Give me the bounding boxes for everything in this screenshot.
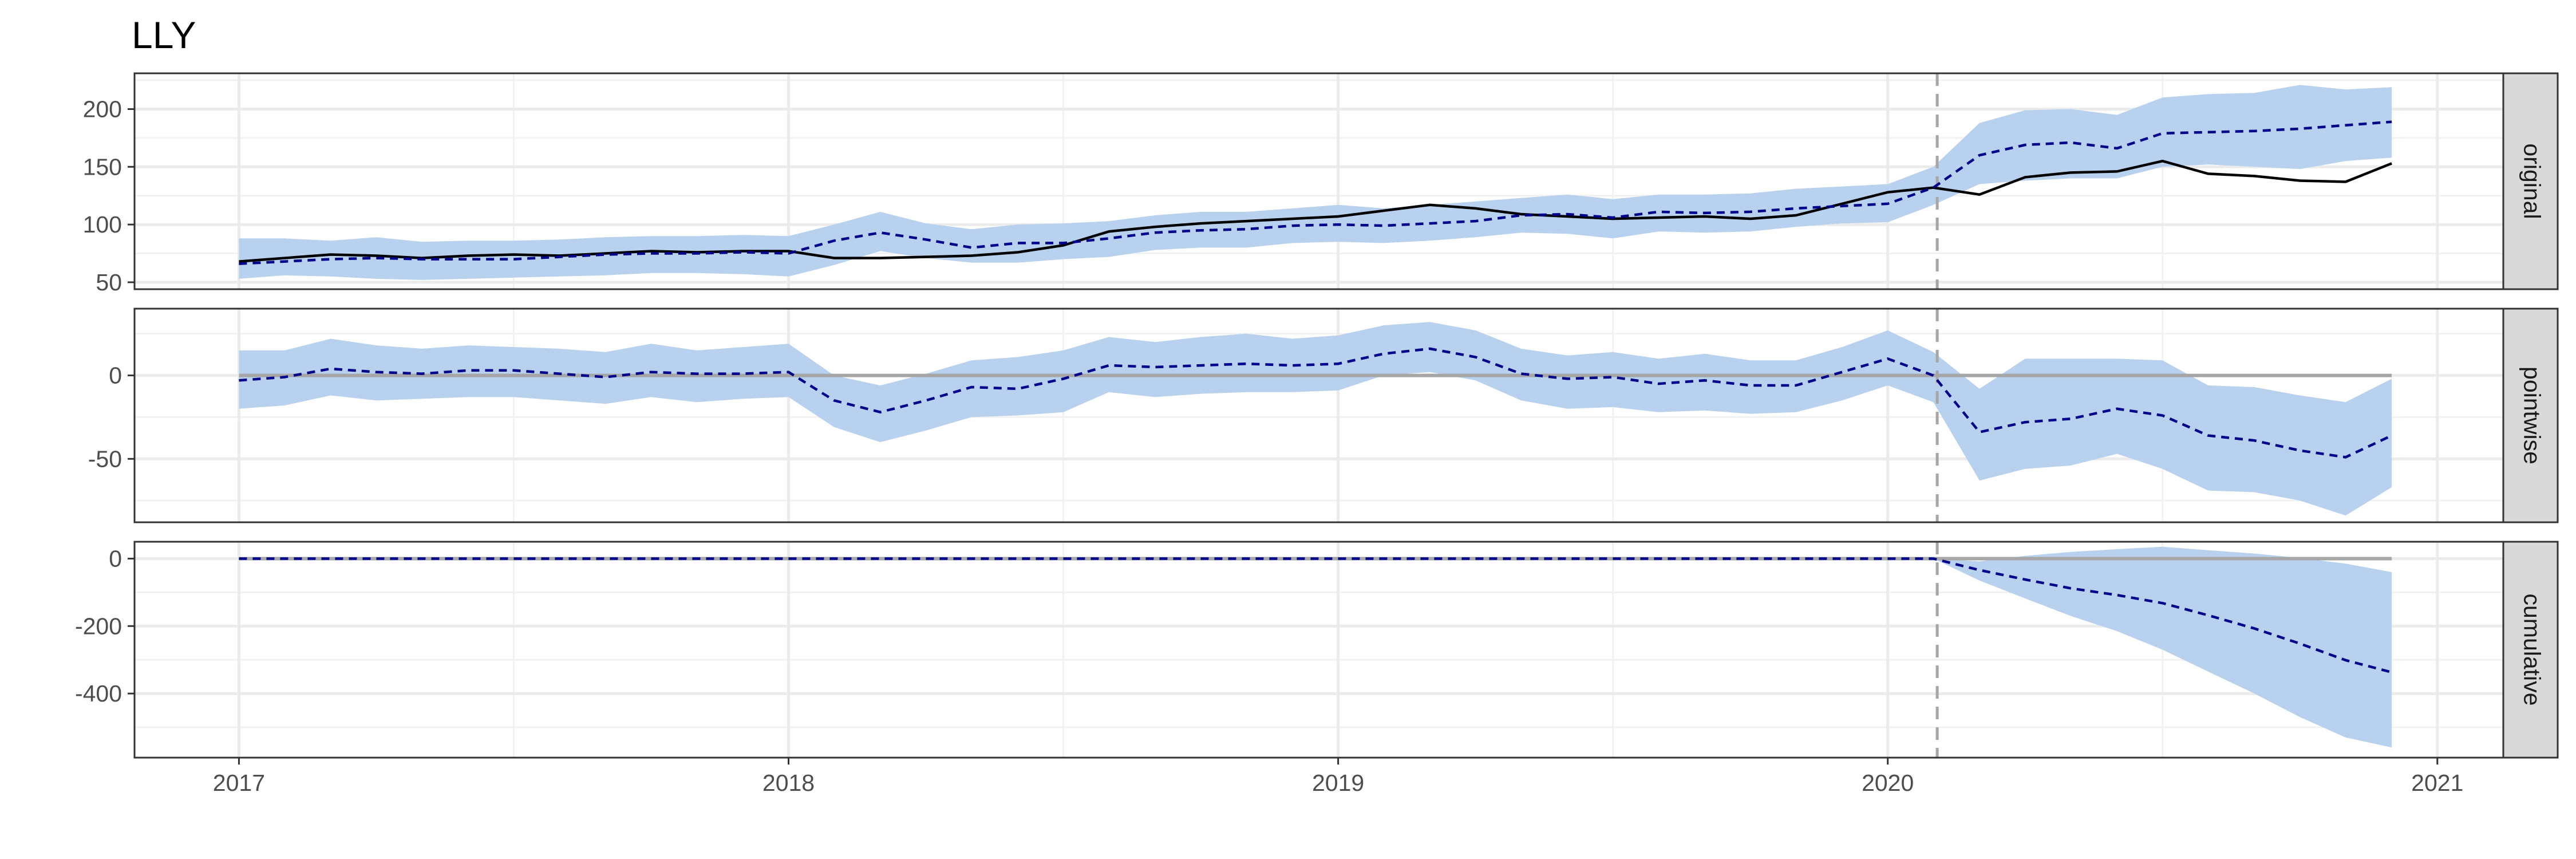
y-tick-label: 200 [83, 96, 122, 122]
panels: 50 100 150 200 original -50 0 pointwise -400 -200… [75, 72, 2559, 759]
panel-pointwise: -50 0 pointwise [88, 308, 2559, 523]
x-tick-label: 2021 [2411, 770, 2463, 796]
y-tick-label: 100 [83, 211, 122, 238]
interval-ribbon [239, 85, 2392, 280]
x-tick-label: 2017 [213, 770, 265, 796]
predicted-series-line [239, 120, 2392, 265]
y-tick-label: 0 [109, 545, 122, 572]
predicted-series-line [239, 557, 2392, 674]
y-tick-label: -200 [75, 613, 122, 639]
x-tick-label: 2018 [762, 770, 815, 796]
x-tick-label: 2020 [1862, 770, 1914, 796]
interval-ribbon [239, 322, 2392, 516]
chart-title: LLY [132, 14, 196, 56]
facet-strip [2502, 541, 2559, 759]
facet-strip [2502, 308, 2559, 523]
panel-original: 50 100 150 200 original [83, 72, 2559, 295]
y-tick-label: 50 [96, 269, 122, 295]
predicted-series-line [239, 347, 2393, 459]
facet-strip-label: original [2519, 143, 2546, 219]
facet-strip-label: pointwise [2519, 367, 2546, 464]
x-axis: 2017 2018 2019 2020 2021 [213, 758, 2463, 796]
facet-strip-label: cumulative [2519, 594, 2546, 706]
y-tick-label: 150 [83, 153, 122, 180]
y-tick-label: 0 [109, 362, 122, 389]
panel-cumulative: -400 -200 0 cumulative [75, 541, 2559, 759]
x-tick-label: 2019 [1312, 770, 1364, 796]
interval-ribbon [239, 546, 2392, 748]
y-tick-label: -50 [88, 446, 122, 472]
y-tick-label: -400 [75, 680, 122, 707]
facet-strip [2502, 72, 2559, 290]
